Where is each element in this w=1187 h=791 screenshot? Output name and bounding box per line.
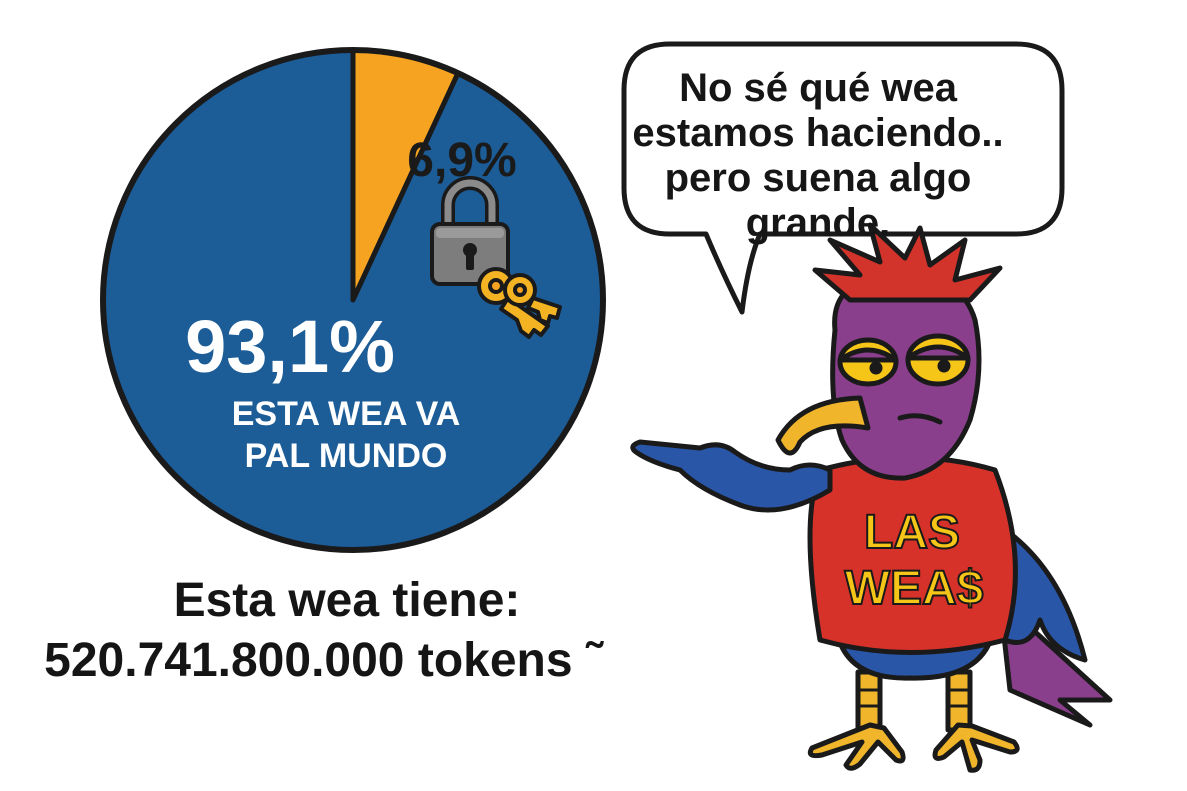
cartoon-bird-icon xyxy=(630,222,1113,773)
shirt-text-line1: LAS xyxy=(864,506,960,559)
shirt-text-line2: WEA$ xyxy=(845,562,984,615)
bubble-line: grande. xyxy=(745,201,891,245)
speech-bubble-text: No sé qué wea estamos haciendo.. pero su… xyxy=(628,66,1008,246)
pie-chart xyxy=(100,47,606,553)
pie-outline xyxy=(100,47,606,553)
bubble-line: pero suena algo xyxy=(664,156,972,200)
slice-label-small: 6,9% xyxy=(407,134,516,187)
slice-sublabel-line2: PAL MUNDO xyxy=(245,437,448,475)
caption-line2: 520.741.800.000 tokens ˜ xyxy=(44,634,602,687)
slice-label-large: 93,1% xyxy=(185,305,395,388)
slice-sublabel-line1: ESTA WEA VA xyxy=(232,395,461,433)
lock-and-keys-icon xyxy=(430,176,562,339)
speech-bubble xyxy=(621,41,1065,315)
caption-line1: Esta wea tiene: xyxy=(173,574,521,627)
bubble-line: No sé qué wea xyxy=(679,66,957,110)
bubble-line: estamos haciendo.. xyxy=(632,111,1004,155)
